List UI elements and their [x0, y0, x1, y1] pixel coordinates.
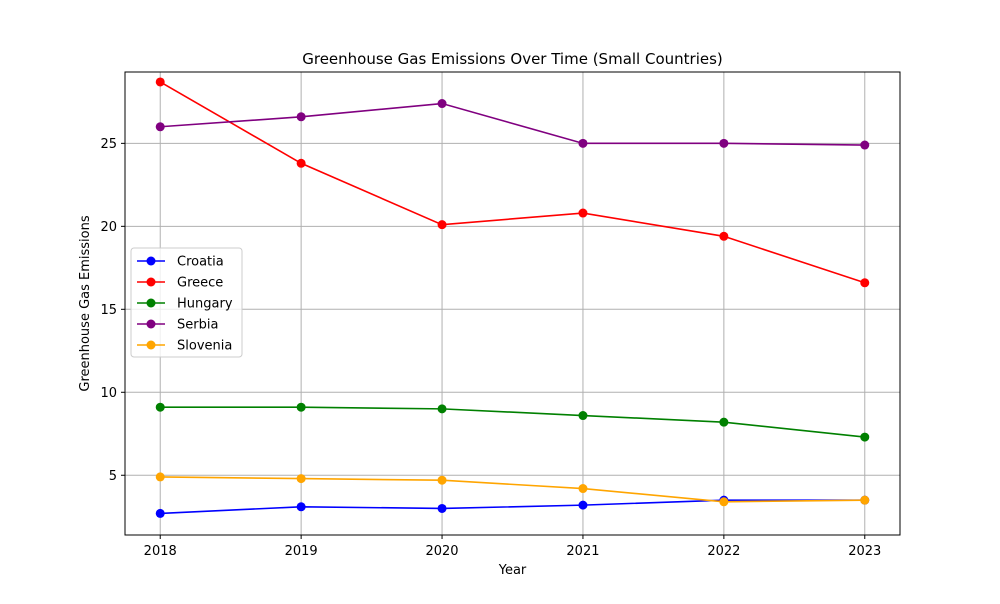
legend-label: Greece — [177, 276, 223, 291]
legend-label: Hungary — [177, 297, 233, 312]
legend-label: Croatia — [177, 255, 224, 270]
series-line — [159, 81, 866, 284]
data-point — [155, 508, 165, 518]
series-line — [160, 499, 865, 515]
data-point — [296, 112, 306, 122]
legend-marker — [146, 277, 156, 287]
y-tick-label: 5 — [109, 469, 117, 484]
data-point — [860, 495, 870, 505]
data-point — [437, 475, 447, 485]
data-point — [155, 402, 165, 412]
legend: Croatia Greece Hungary Serbia Slovenia — [130, 247, 243, 358]
legend-label: Slovenia — [177, 339, 232, 354]
legend-marker — [146, 298, 156, 308]
data-point — [296, 158, 306, 168]
legend-entry-serbia: Serbia — [137, 318, 218, 333]
series-slovenia — [155, 472, 870, 507]
data-point — [578, 484, 588, 494]
data-point — [860, 140, 870, 150]
series-line — [160, 406, 865, 438]
x-tick-label: 2022 — [707, 544, 740, 559]
data-point — [578, 138, 588, 148]
x-tick-label: 2023 — [848, 544, 881, 559]
legend-marker — [146, 319, 156, 329]
y-tick-label: 20 — [100, 220, 117, 235]
series-hungary — [155, 402, 870, 442]
series-serbia — [155, 99, 870, 150]
data-point — [578, 208, 588, 218]
y-tick-label: 15 — [100, 303, 117, 318]
legend-marker — [146, 256, 156, 266]
data-point — [860, 432, 870, 442]
legend-entry-croatia: Croatia — [137, 255, 224, 270]
data-point — [437, 220, 447, 230]
data-point — [860, 278, 870, 288]
legend-label: Serbia — [177, 318, 218, 333]
data-point — [719, 497, 729, 507]
series-greece — [155, 77, 870, 288]
y-axis-label: Greenhouse Gas Emissions — [78, 215, 93, 391]
x-tick-label: 2018 — [144, 544, 177, 559]
series-layer — [155, 77, 870, 518]
data-point — [578, 500, 588, 510]
x-tick-label: 2020 — [425, 544, 458, 559]
legend-box — [130, 247, 243, 358]
data-point — [155, 122, 165, 132]
data-point — [719, 231, 729, 241]
data-point — [155, 472, 165, 482]
x-tick-label: 2021 — [566, 544, 599, 559]
data-point — [719, 417, 729, 427]
chart-title: Greenhouse Gas Emissions Over Time (Smal… — [302, 50, 723, 68]
data-point — [437, 503, 447, 513]
legend-entry-hungary: Hungary — [137, 297, 233, 312]
data-point — [296, 474, 306, 484]
data-point — [296, 402, 306, 412]
data-point — [578, 411, 588, 421]
legend-entry-slovenia: Slovenia — [137, 339, 232, 354]
x-tick-label: 2019 — [285, 544, 318, 559]
plot-frame — [124, 71, 901, 536]
axis-ticks: 2018 2019 2020 2021 2022 2023 5 10 15 20 25 — [100, 137, 881, 559]
data-point — [296, 502, 306, 512]
legend-entry-greece: Greece — [137, 276, 223, 291]
data-point — [719, 138, 729, 148]
legend-marker — [146, 340, 156, 350]
data-point — [437, 404, 447, 414]
series-line — [160, 476, 865, 503]
y-tick-label: 10 — [100, 386, 117, 401]
legend-entries: Croatia Greece Hungary Serbia Slovenia — [137, 255, 233, 354]
series-line — [160, 102, 865, 146]
data-point — [437, 99, 447, 109]
data-point — [155, 77, 165, 87]
y-tick-label: 25 — [100, 137, 117, 152]
x-axis-label: Year — [498, 563, 527, 578]
